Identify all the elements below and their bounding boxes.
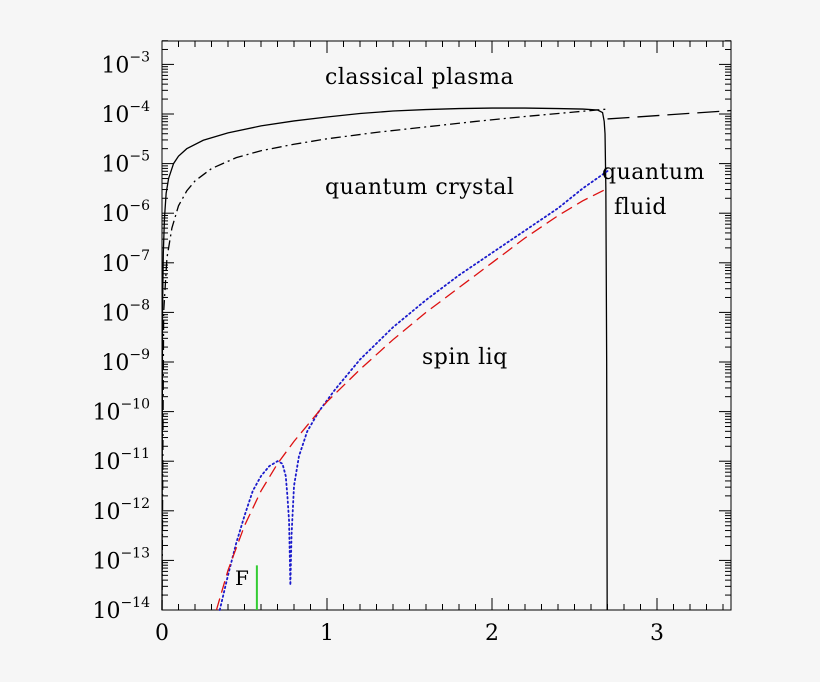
x-tick-label: 3 — [650, 621, 664, 646]
data-series — [161, 107, 732, 611]
y-tick-label: 10−14 — [92, 595, 150, 624]
x-tick-label: 1 — [320, 621, 334, 646]
y-tick-label: 10−5 — [101, 149, 150, 178]
axis-ticks — [161, 40, 731, 611]
y-tick-label: 10−8 — [101, 297, 150, 326]
y-tick-label: 10−10 — [92, 397, 150, 426]
series-1-solid-line — [161, 107, 608, 611]
y-tick-label: 10−11 — [92, 446, 150, 475]
label-spin-liq: spin liq — [422, 345, 508, 370]
series-3-long-dash-line — [607, 109, 732, 120]
label-quantum-fluid-2: fluid — [614, 195, 667, 220]
x-tick-labels: 0 1 2 3 — [155, 621, 664, 646]
label-quantum-fluid-1: quantum — [602, 160, 705, 185]
y-tick-label: 10−4 — [101, 99, 150, 128]
y-tick-label: 10−9 — [101, 347, 150, 376]
y-tick-label: 10−7 — [101, 248, 150, 277]
y-tick-label: 10−12 — [92, 496, 150, 525]
x-tick-label: 2 — [485, 621, 499, 646]
series-5-dashed-line — [215, 187, 608, 611]
plot-frame — [161, 40, 732, 611]
series-4-dotted-line — [218, 170, 609, 611]
y-tick-label: 10−3 — [101, 49, 150, 78]
label-classical-plasma: classical plasma — [325, 65, 514, 90]
label-F: F — [235, 566, 249, 590]
x-tick-label: 0 — [155, 621, 169, 646]
y-tick-label: 10−13 — [92, 545, 150, 574]
label-quantum-crystal: quantum crystal — [325, 175, 514, 200]
y-tick-labels: 10−3 10−4 10−5 10−6 10−7 10−8 10−9 10−10 10−11 10… — [92, 49, 150, 624]
y-tick-label: 10−6 — [101, 198, 150, 227]
